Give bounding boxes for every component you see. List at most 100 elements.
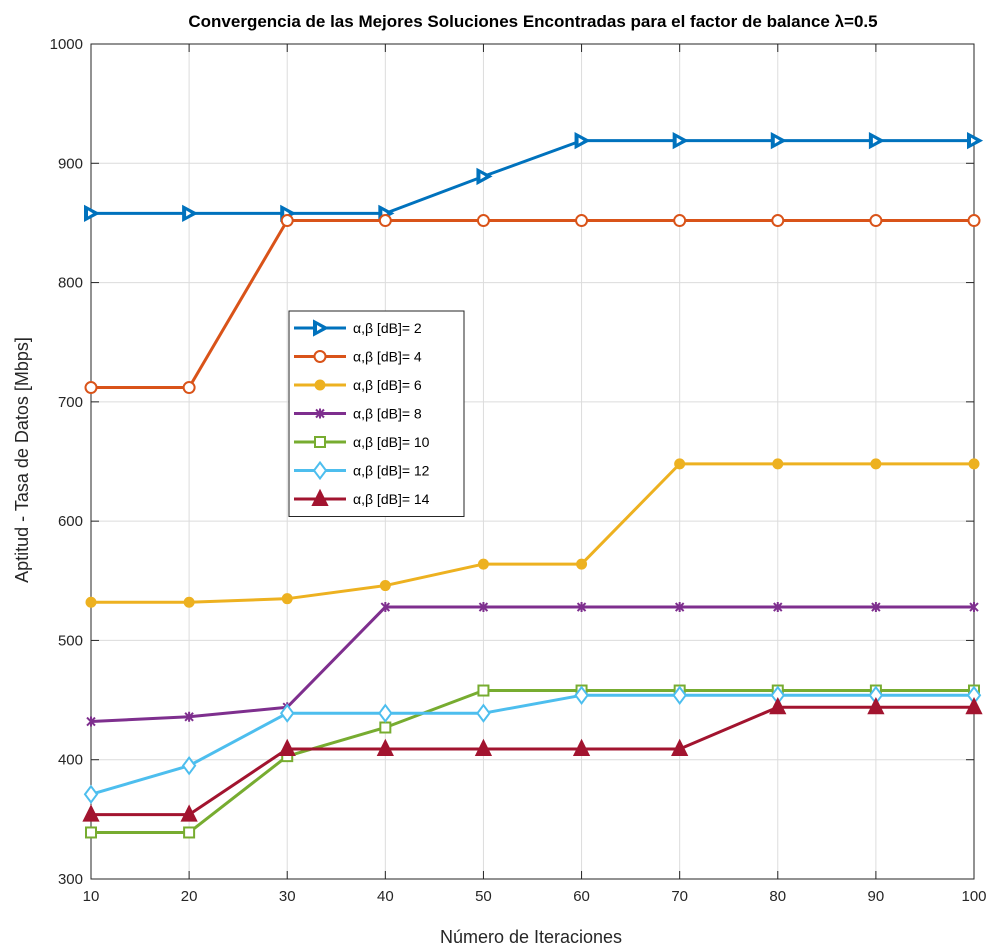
data-point xyxy=(476,703,491,723)
series-3 xyxy=(85,458,980,608)
series-line xyxy=(91,705,974,817)
data-point xyxy=(380,602,391,613)
data-point xyxy=(871,602,881,613)
series-6 xyxy=(83,685,982,804)
data-point xyxy=(673,214,687,228)
series-7 xyxy=(82,696,983,822)
data-point xyxy=(477,684,490,697)
series-line xyxy=(91,462,974,604)
data-point xyxy=(572,738,591,756)
data-point xyxy=(85,596,97,608)
data-point xyxy=(674,602,685,613)
data-point xyxy=(311,488,329,506)
legend-entry: α,β [dB]= 12 xyxy=(294,460,430,481)
data-point xyxy=(278,738,296,756)
x-tick-label: 100 xyxy=(961,888,986,905)
data-point xyxy=(575,214,589,228)
data-point xyxy=(671,738,689,756)
y-tick-label: 1000 xyxy=(50,36,83,53)
legend: α,β [dB]= 2 α,β [dB]= 4 α,β [dB]= 6 α,β [dB… xyxy=(288,310,465,517)
x-tick-label: 30 xyxy=(279,888,296,905)
data-point xyxy=(312,460,328,481)
data-point xyxy=(968,458,980,470)
legend-entry: α,β [dB]= 10 xyxy=(294,434,430,450)
series-group xyxy=(82,131,984,839)
data-point xyxy=(773,602,783,613)
data-point xyxy=(183,596,195,608)
legend-label: α,β [dB]= 14 xyxy=(353,491,430,507)
series-line xyxy=(91,139,974,215)
data-point xyxy=(281,593,293,605)
data-point xyxy=(476,214,490,228)
data-point xyxy=(379,580,391,592)
legend-entry: α,β [dB]= 4 xyxy=(294,349,422,365)
data-point xyxy=(969,602,979,613)
data-point xyxy=(769,696,787,715)
legend-label: α,β [dB]= 2 xyxy=(353,320,422,336)
legend-label: α,β [dB]= 8 xyxy=(353,406,422,422)
legend-label: α,β [dB]= 10 xyxy=(353,434,430,450)
data-point xyxy=(574,685,589,705)
y-tick-label: 600 xyxy=(58,513,83,530)
x-tick-label: 70 xyxy=(671,888,688,905)
y-tick-label: 500 xyxy=(58,632,83,649)
data-point xyxy=(279,703,295,723)
legend-entry: α,β [dB]= 6 xyxy=(294,377,422,393)
series-1 xyxy=(84,131,984,223)
data-point xyxy=(181,756,197,776)
data-point xyxy=(869,214,883,228)
data-point xyxy=(870,458,882,470)
series-line xyxy=(90,605,974,724)
data-point xyxy=(82,804,100,822)
data-point xyxy=(83,784,99,804)
x-tick-label: 10 xyxy=(83,888,100,905)
series-line xyxy=(90,693,974,796)
y-tick-label: 800 xyxy=(58,275,83,292)
data-point xyxy=(280,214,294,228)
data-point xyxy=(967,214,981,228)
series-line xyxy=(91,219,974,390)
data-point xyxy=(85,826,97,839)
x-tick-label: 50 xyxy=(475,888,492,905)
data-point xyxy=(84,381,98,395)
y-tick-label: 300 xyxy=(58,871,83,888)
data-point xyxy=(672,685,687,705)
data-point xyxy=(314,436,326,448)
data-point xyxy=(183,826,196,839)
data-point xyxy=(379,721,392,734)
data-point xyxy=(576,558,588,570)
x-tick-label: 40 xyxy=(377,888,394,905)
series-line xyxy=(91,689,974,834)
data-point xyxy=(771,214,785,228)
chart-title: Convergencia de las Mejores Soluciones E… xyxy=(188,12,877,31)
data-point xyxy=(315,408,325,419)
legend-entry: α,β [dB]= 2 xyxy=(294,319,422,337)
data-point xyxy=(478,602,489,613)
data-point xyxy=(313,350,327,363)
data-point xyxy=(477,558,489,570)
y-tick-label: 700 xyxy=(58,394,83,411)
data-point xyxy=(576,602,587,613)
x-tick-label: 90 xyxy=(868,888,885,905)
x-axis-label: Número de Iteraciones xyxy=(440,927,622,947)
legend-entry: α,β [dB]= 14 xyxy=(294,488,430,507)
data-point xyxy=(314,379,326,391)
data-point xyxy=(474,738,493,756)
axes: 10 20 30 40 50 60 70 80 90 100 300 400 500 600 700 800 9… xyxy=(50,36,987,905)
data-point xyxy=(674,458,686,470)
legend-label: α,β [dB]= 4 xyxy=(353,349,422,365)
y-tick-label: 900 xyxy=(58,155,83,172)
data-point xyxy=(965,696,983,715)
x-tick-label: 80 xyxy=(769,888,786,905)
x-tick-label: 20 xyxy=(181,888,198,905)
data-point xyxy=(184,711,194,722)
data-point xyxy=(772,458,784,470)
legend-label: α,β [dB]= 12 xyxy=(353,463,430,479)
y-tick-label: 400 xyxy=(58,752,83,769)
y-axis-label: Aptitud - Tasa de Datos [Mbps] xyxy=(12,337,32,583)
legend-label: α,β [dB]= 6 xyxy=(353,377,422,393)
data-point xyxy=(378,703,393,723)
data-point xyxy=(376,738,394,756)
data-point xyxy=(378,214,392,228)
